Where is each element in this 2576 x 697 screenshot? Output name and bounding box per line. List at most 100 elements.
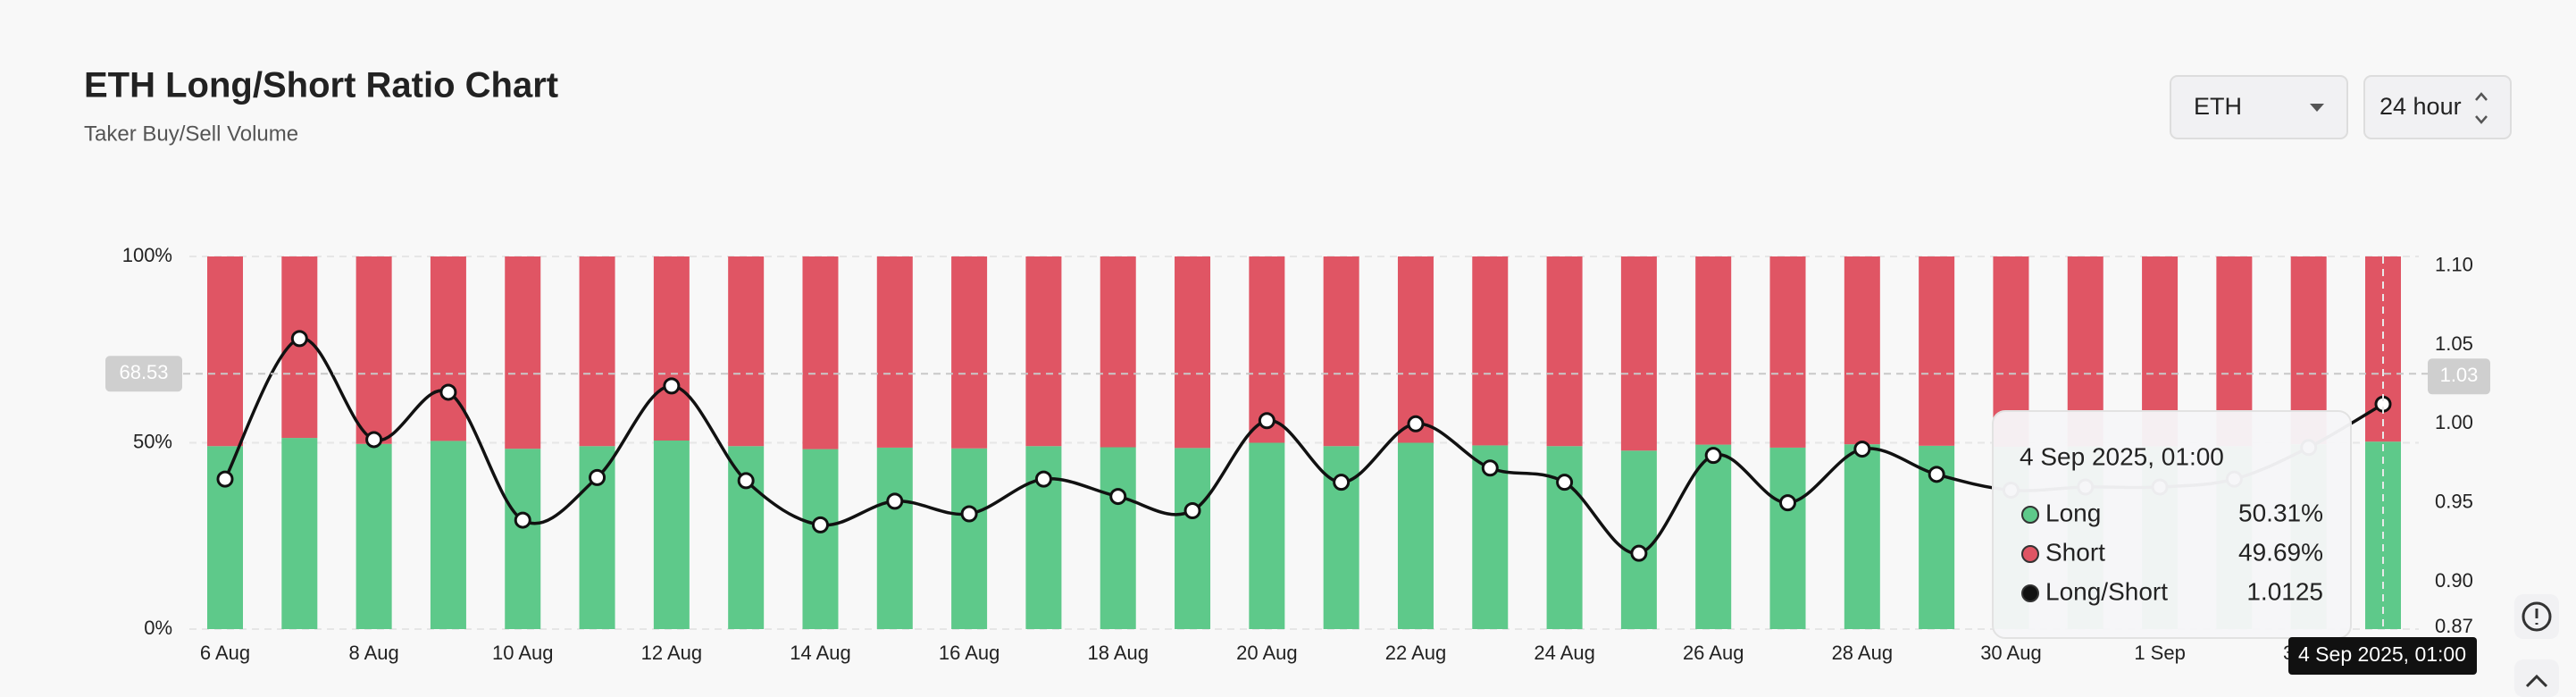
crosshair-y2-label-bg xyxy=(2428,358,2490,395)
ratio-point xyxy=(1630,544,1648,562)
ratio-point xyxy=(960,505,978,523)
bar-segment xyxy=(653,440,690,629)
x-tick-label: 30 Aug xyxy=(1980,642,2042,664)
tooltip-series-value: 50.31% xyxy=(2238,499,2323,526)
bar-segment xyxy=(802,449,839,629)
asset-select-box[interactable] xyxy=(2170,75,2348,139)
bar-segment xyxy=(728,256,765,447)
x-tick-label: 1 Sep xyxy=(2134,642,2186,664)
crosshair-y-label: 68.53 xyxy=(119,361,168,383)
bar-segment xyxy=(505,449,541,629)
x-tick-label: 8 Aug xyxy=(348,642,398,664)
ratio-point xyxy=(1407,415,1425,432)
bar-segment xyxy=(1323,256,1359,447)
ratio-point xyxy=(1258,412,1275,430)
stepper-arrows xyxy=(2475,92,2488,124)
x-tick-label: 16 Aug xyxy=(939,642,1000,664)
chevron-up xyxy=(2525,674,2548,688)
bar-segment xyxy=(207,256,243,447)
bar-segment xyxy=(1695,444,1732,629)
bar-segment xyxy=(430,256,466,441)
scroll-top-button[interactable] xyxy=(2514,659,2559,697)
bar-segment xyxy=(1472,256,1509,446)
ratio-point xyxy=(365,431,383,449)
x-tick-label: 22 Aug xyxy=(1385,642,1447,664)
asset-select[interactable]: ETH xyxy=(2170,75,2348,139)
x-tick-label: 24 Aug xyxy=(1534,642,1595,664)
ratio-point xyxy=(439,383,457,401)
crosshair-y-label-bg xyxy=(105,356,182,392)
bar-segment xyxy=(1175,256,1211,449)
tooltip-title: 4 Sep 2025, 01:00 xyxy=(2020,442,2224,470)
bar-segment xyxy=(802,256,839,449)
bar-segment xyxy=(1397,442,1434,629)
y2-tick-label: 1.10 xyxy=(2435,253,2473,275)
ratio-point xyxy=(1034,470,1052,488)
bar-segment xyxy=(1100,447,1136,629)
chart-title: ETH Long/Short Ratio Chart xyxy=(84,66,558,105)
bar-segment xyxy=(579,256,615,447)
bar-segment xyxy=(1100,256,1136,448)
bar-segment xyxy=(355,256,392,444)
y2-tick-label: 1.00 xyxy=(2435,411,2473,433)
bar-segment xyxy=(1919,256,1955,446)
bar-segment xyxy=(1249,256,1285,443)
y-tick-label: 100% xyxy=(122,244,172,266)
interval-select-box[interactable] xyxy=(2363,75,2512,139)
ratio-point xyxy=(1481,459,1499,477)
ratio-point xyxy=(886,492,904,510)
interval-select-value[interactable]: 24 hour xyxy=(2379,93,2462,120)
asset-select-value[interactable]: ETH xyxy=(2194,93,2242,120)
bar-segment xyxy=(876,256,913,448)
x-tick-label: 12 Aug xyxy=(641,642,703,664)
ratio-point xyxy=(663,377,681,395)
interval-select[interactable]: 24 hour xyxy=(2363,75,2512,139)
x-tick-label: 6 Aug xyxy=(200,642,250,664)
crosshair-y2-label: 1.03 xyxy=(2440,364,2479,386)
bar-segment xyxy=(1546,446,1583,629)
bar-segment xyxy=(1249,442,1285,629)
x-tick-label: 14 Aug xyxy=(790,642,851,664)
ratio-point xyxy=(737,472,755,490)
tooltip-series-name: Long/Short xyxy=(2045,577,2168,605)
tooltip-dot xyxy=(2021,545,2039,563)
y2-tick-label: 0.90 xyxy=(2435,569,2473,592)
bar-segment xyxy=(1546,256,1583,447)
ratio-point xyxy=(1928,466,1945,483)
bar-segment xyxy=(1323,446,1359,629)
bar-segment xyxy=(1620,256,1657,451)
ratio-point xyxy=(514,511,531,529)
ratio-point xyxy=(1779,494,1797,512)
tooltip-series-value: 1.0125 xyxy=(2246,577,2323,605)
chart-subtitle: Taker Buy/Sell Volume xyxy=(84,122,298,146)
overlay: 68.53 1.03 4 Sep 2025, 01:00 Long 50.31% Shor… xyxy=(105,256,2490,675)
x-tick-label: 28 Aug xyxy=(1832,642,1894,664)
tooltip-dot xyxy=(2021,584,2039,602)
ratio-point xyxy=(1333,474,1351,491)
settings-button[interactable] xyxy=(2514,594,2559,639)
bar-segment xyxy=(1025,256,1062,447)
y2-tick-label: 0.87 xyxy=(2435,615,2473,637)
ratio-point xyxy=(1183,501,1201,519)
x-tick-label: 18 Aug xyxy=(1087,642,1149,664)
ratio-point xyxy=(811,516,829,533)
bar-segment xyxy=(1175,448,1211,629)
crosshair-x-label-bg xyxy=(2288,637,2477,675)
ratio-point xyxy=(589,468,606,486)
ratio-point xyxy=(1556,474,1574,491)
x-tick-label: 10 Aug xyxy=(492,642,554,664)
tooltip-dot xyxy=(2021,506,2039,524)
crosshair-x-label: 4 Sep 2025, 01:00 xyxy=(2298,642,2466,666)
bar-segment xyxy=(951,256,988,449)
y-tick-label: 0% xyxy=(144,617,172,639)
bar-segment xyxy=(1844,444,1880,629)
tooltip-series-value: 49.69% xyxy=(2238,538,2323,566)
ratio-point xyxy=(290,330,308,348)
x-tick-label: 20 Aug xyxy=(1236,642,1298,664)
bar-segment xyxy=(281,438,318,629)
bar-segment xyxy=(1769,256,1806,448)
x-tick-label: 26 Aug xyxy=(1683,642,1744,664)
bar-segment xyxy=(430,441,466,629)
y2-tick-label: 0.95 xyxy=(2435,490,2473,512)
